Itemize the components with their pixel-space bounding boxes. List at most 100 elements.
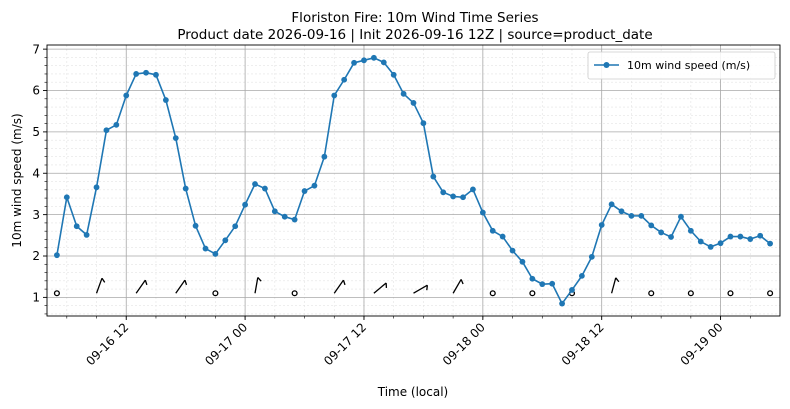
wind-barb-flag bbox=[342, 279, 346, 286]
data-point bbox=[569, 287, 575, 293]
data-point bbox=[410, 100, 417, 106]
x-tick-label: 09-18 00 bbox=[440, 320, 488, 368]
data-point bbox=[113, 121, 120, 128]
y-tick-label: 2 bbox=[32, 249, 40, 263]
x-tick-label: 09-16 12 bbox=[83, 320, 131, 368]
wind-barb-staff bbox=[452, 279, 462, 294]
legend-marker-swatch bbox=[603, 62, 610, 68]
data-point bbox=[529, 275, 536, 282]
data-point bbox=[153, 71, 159, 78]
data-point bbox=[608, 201, 615, 208]
y-tick-label: 1 bbox=[32, 291, 40, 305]
data-point bbox=[331, 92, 338, 99]
data-point bbox=[588, 253, 595, 260]
wind-barb-calm bbox=[489, 290, 496, 297]
data-point bbox=[757, 232, 764, 239]
wind-barb bbox=[413, 284, 429, 294]
data-point bbox=[628, 212, 635, 219]
data-point bbox=[489, 227, 496, 234]
data-point bbox=[479, 209, 486, 216]
data-point bbox=[83, 232, 90, 238]
data-point bbox=[400, 90, 407, 97]
data-point bbox=[361, 57, 367, 64]
legend: 10m wind speed (m/s) bbox=[587, 51, 776, 80]
wind-barb-calm bbox=[648, 290, 655, 297]
x-tick-label: 09-19 00 bbox=[678, 320, 726, 368]
data-point bbox=[420, 120, 427, 127]
wind-barb-staff bbox=[373, 282, 387, 294]
y-axis: 1 2 3 4 5 6 7 bbox=[32, 42, 47, 315]
wind-barb-staff bbox=[413, 284, 428, 294]
wind-barb-flag bbox=[426, 285, 429, 291]
data-point bbox=[351, 59, 357, 66]
wind-barb-staff bbox=[95, 277, 103, 294]
data-point bbox=[370, 54, 377, 61]
data-point bbox=[143, 69, 149, 76]
legend-series-label: 10m wind speed (m/s) bbox=[627, 59, 750, 72]
data-point bbox=[598, 222, 605, 228]
wind-barb bbox=[610, 277, 620, 294]
wind-barb-flag bbox=[460, 279, 464, 285]
y-tick-label: 3 bbox=[32, 208, 40, 222]
data-point bbox=[687, 227, 694, 234]
wind-barb-flag bbox=[144, 279, 148, 286]
minor-gridlines bbox=[47, 45, 780, 316]
data-point bbox=[301, 188, 308, 194]
data-point bbox=[281, 213, 288, 220]
data-point bbox=[450, 193, 457, 200]
plot-area-frame bbox=[46, 44, 781, 317]
wind-barb-calm bbox=[727, 290, 734, 297]
wind-barb-flag bbox=[385, 282, 388, 288]
wind-barb-flag bbox=[184, 279, 188, 286]
data-point bbox=[93, 184, 100, 191]
data-point bbox=[648, 222, 655, 229]
wind-barb bbox=[373, 282, 388, 294]
x-tick-label: 09-17 00 bbox=[202, 320, 250, 368]
data-point bbox=[767, 240, 773, 247]
legend-box bbox=[587, 51, 776, 80]
data-point bbox=[222, 237, 229, 244]
data-point bbox=[430, 173, 437, 180]
data-point bbox=[470, 186, 476, 193]
data-point bbox=[63, 194, 70, 201]
data-point bbox=[460, 194, 466, 201]
data-point bbox=[291, 216, 298, 223]
data-point bbox=[162, 97, 169, 103]
data-point bbox=[747, 236, 754, 242]
data-point bbox=[271, 208, 278, 215]
data-point bbox=[668, 234, 674, 240]
wind-barb bbox=[135, 279, 148, 294]
wind-barb-calm bbox=[291, 290, 298, 297]
data-point bbox=[341, 76, 348, 83]
series-line bbox=[56, 57, 771, 305]
wind-barb-staff bbox=[254, 277, 259, 294]
data-point bbox=[559, 300, 565, 307]
data-point bbox=[192, 222, 199, 229]
data-point bbox=[232, 223, 239, 230]
data-point bbox=[658, 229, 665, 236]
wind-barb bbox=[175, 279, 188, 294]
y-tick-label: 7 bbox=[32, 42, 40, 56]
x-axis: 09-16 12 09-17 00 09-17 12 09-18 00 09-18 12… bbox=[66, 316, 751, 368]
y-axis-label: 10m wind speed (m/s) bbox=[10, 113, 24, 247]
data-point bbox=[172, 135, 179, 141]
series-layer bbox=[54, 54, 773, 307]
wind-barb-calm bbox=[529, 290, 536, 297]
y-tick-label: 4 bbox=[32, 166, 40, 180]
data-point bbox=[54, 252, 60, 259]
data-point bbox=[638, 212, 645, 219]
x-tick-label: 09-18 12 bbox=[559, 320, 607, 368]
data-point bbox=[499, 233, 506, 240]
y-tick-label: 5 bbox=[32, 125, 40, 139]
data-point bbox=[549, 280, 556, 287]
data-point bbox=[727, 233, 734, 240]
data-point bbox=[133, 71, 140, 77]
y-tick-label: 6 bbox=[32, 84, 40, 98]
chart-subtitle: Product date 2026-09-16 | Init 2026-09-1… bbox=[177, 27, 652, 43]
wind-barb-staff bbox=[333, 279, 344, 294]
data-point bbox=[390, 71, 397, 78]
data-point bbox=[380, 59, 387, 66]
data-point bbox=[737, 233, 744, 240]
wind-barb-flag bbox=[101, 277, 106, 283]
